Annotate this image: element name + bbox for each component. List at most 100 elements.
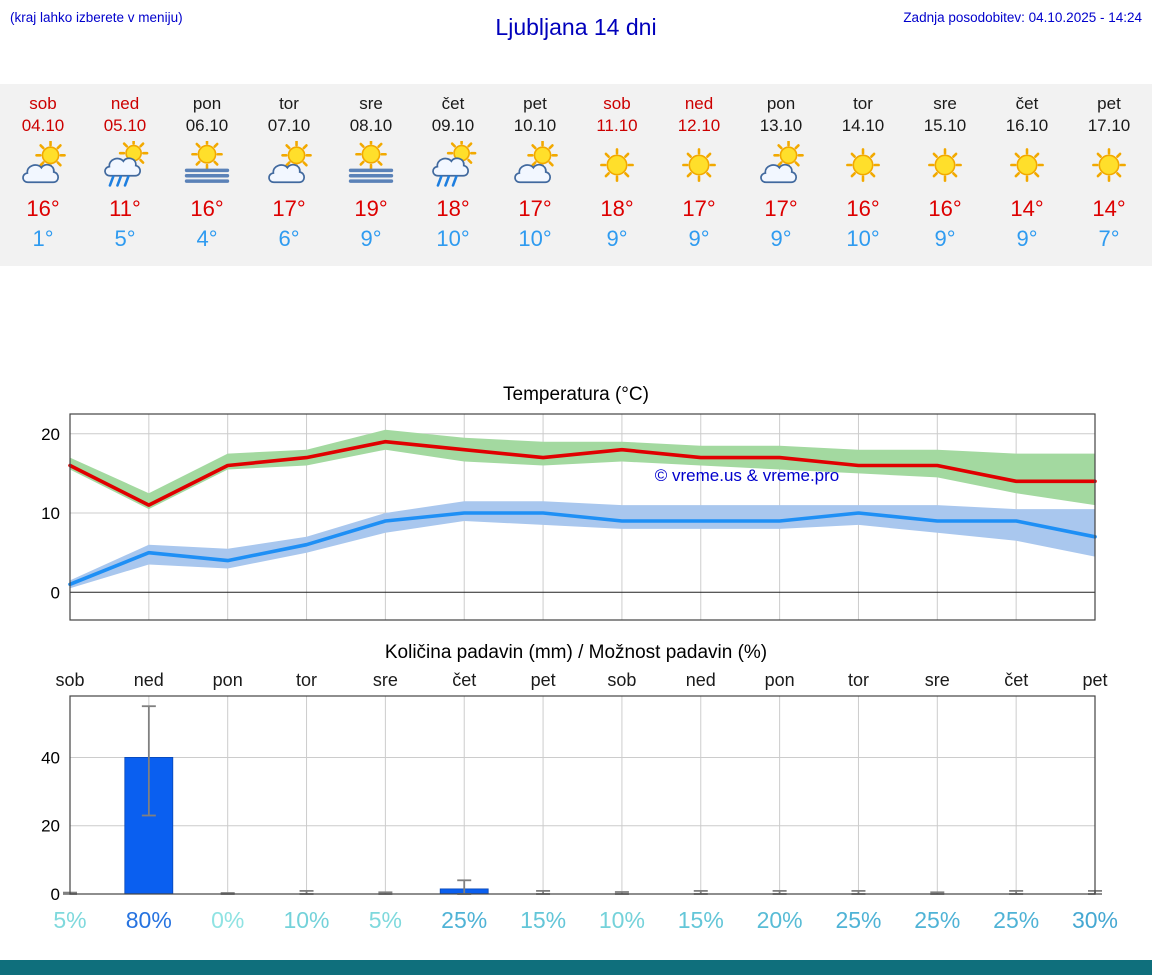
precip-probability: 25% [914, 907, 960, 933]
forecast-day: pon 13.10 17° 9° [740, 94, 822, 252]
day-name: sre [933, 94, 957, 113]
menu-hint: (kraj lahko izberete v meniju) [10, 10, 183, 25]
forecast-day: ned 05.10 11° 5° [84, 94, 166, 252]
day-name: pon [192, 94, 222, 113]
day-date: 08.10 [349, 116, 393, 135]
day-high-temp: 14° [1010, 196, 1044, 221]
day-high-temp: 17° [682, 196, 716, 221]
precip-probability: 5% [53, 907, 86, 933]
day-date: 16.10 [1005, 116, 1049, 135]
min-temp-line [68, 511, 1097, 587]
day-name: ned [110, 94, 140, 113]
temperature-chart-title: Temperatura (°C) [503, 384, 649, 405]
day-low-temp: 9° [770, 226, 792, 251]
forecast-day: tor 14.10 16° 10° [822, 94, 904, 252]
precip-probability: 30% [1072, 907, 1118, 933]
forecast-day: sob 11.10 18° 9° [576, 94, 658, 252]
day-high-temp: 17° [272, 196, 306, 221]
day-date: 05.10 [103, 116, 147, 135]
day-date: 09.10 [431, 116, 475, 135]
day-high-temp: 17° [764, 196, 798, 221]
precip-day-label: ned [134, 670, 164, 690]
day-date: 07.10 [267, 116, 311, 135]
rain-sun-icon [84, 139, 166, 191]
day-low-temp: 10° [846, 226, 880, 251]
temperature-chart: 0 10 20 © vreme.us & vreme.pro [41, 413, 1097, 621]
y-tick-label: 40 [41, 748, 60, 767]
day-high-temp: 18° [436, 196, 470, 221]
sun-icon [904, 139, 986, 191]
day-low-temp: 9° [360, 226, 382, 251]
day-low-temp: 4° [196, 226, 218, 251]
day-date: 11.10 [596, 116, 638, 135]
forecast-day: ned 12.10 17° 9° [658, 94, 740, 252]
fog-sun-icon [166, 139, 248, 191]
sun-icon [986, 139, 1068, 191]
day-name: pet [1097, 94, 1121, 113]
day-date: 14.10 [841, 116, 885, 135]
day-date: 15.10 [923, 116, 967, 135]
temperature-chart-block: Temperatura (°C) 0 10 20 © vreme.us & vreme… [0, 384, 1152, 626]
day-low-temp: 9° [688, 226, 710, 251]
precip-probability: 5% [369, 907, 402, 933]
day-high-temp: 18° [600, 196, 634, 221]
rain-sun-icon [412, 139, 494, 191]
sun-cloud-icon [740, 139, 822, 191]
precip-day-label: pon [213, 670, 243, 690]
day-date: 12.10 [677, 116, 721, 135]
y-tick-label: 10 [41, 504, 60, 523]
plot-border [69, 413, 1096, 621]
plot-border [69, 695, 1096, 895]
y-tick-label: 20 [41, 817, 60, 836]
day-high-temp: 16° [190, 196, 224, 221]
topbar: (kraj lahko izberete v meniju) Ljubljana… [0, 0, 1152, 46]
max-temp-line [68, 439, 1097, 507]
sun-icon [576, 139, 658, 191]
precip-day-label: čet [1004, 670, 1028, 690]
precipitation-chart: sob ned pon tor sre čet pet sob ned pon tor sre čet p… [41, 670, 1118, 933]
day-low-temp: 9° [606, 226, 628, 251]
plot-background [70, 696, 1095, 894]
day-low-temp: 10° [518, 226, 552, 251]
precip-probability: 10% [599, 907, 645, 933]
precip-chart-title: Količina padavin (mm) / Možnost padavin … [384, 642, 768, 663]
precip-probability: 20% [757, 907, 803, 933]
day-date: 17.10 [1087, 116, 1131, 135]
footer-bar [0, 960, 1152, 975]
precipitation-chart-block: Količina padavin (mm) / Možnost padavin … [0, 642, 1152, 936]
precip-day-label: tor [848, 670, 869, 690]
y-tick-label: 20 [41, 425, 60, 444]
day-high-temp: 17° [518, 196, 552, 221]
precip-day-label: ned [686, 670, 716, 690]
day-date: 06.10 [185, 116, 229, 135]
y-tick-label: 0 [51, 583, 60, 602]
day-high-temp: 16° [928, 196, 962, 221]
forecast-day: čet 09.10 18° 10° [412, 94, 494, 252]
sun-icon [658, 139, 740, 191]
day-low-temp: 5° [114, 226, 136, 251]
forecast-day: sob 04.10 16° 1° [2, 94, 84, 252]
day-name: tor [279, 94, 299, 113]
precip-probability: 25% [835, 907, 881, 933]
sun-cloud-icon [2, 139, 84, 191]
fog-sun-icon [330, 139, 412, 191]
day-name: pet [523, 94, 547, 113]
precip-probability: 10% [283, 907, 329, 933]
precip-probability: 25% [441, 907, 487, 933]
day-name: ned [684, 94, 714, 113]
day-name: sob [603, 94, 631, 113]
day-name: pon [766, 94, 796, 113]
precip-day-label: sob [607, 670, 636, 690]
day-name: čet [1015, 94, 1039, 113]
day-low-temp: 9° [934, 226, 956, 251]
sun-cloud-icon [494, 139, 576, 191]
day-high-temp: 19° [354, 196, 388, 221]
precip-day-label: tor [296, 670, 317, 690]
precip-day-label: pon [765, 670, 795, 690]
day-low-temp: 6° [278, 226, 300, 251]
watermark-link[interactable]: © vreme.us & vreme.pro [655, 466, 839, 485]
forecast-day: tor 07.10 17° 6° [248, 94, 330, 252]
day-name: čet [441, 94, 465, 113]
forecast-day: pet 10.10 17° 10° [494, 94, 576, 252]
sun-icon [1068, 139, 1150, 191]
